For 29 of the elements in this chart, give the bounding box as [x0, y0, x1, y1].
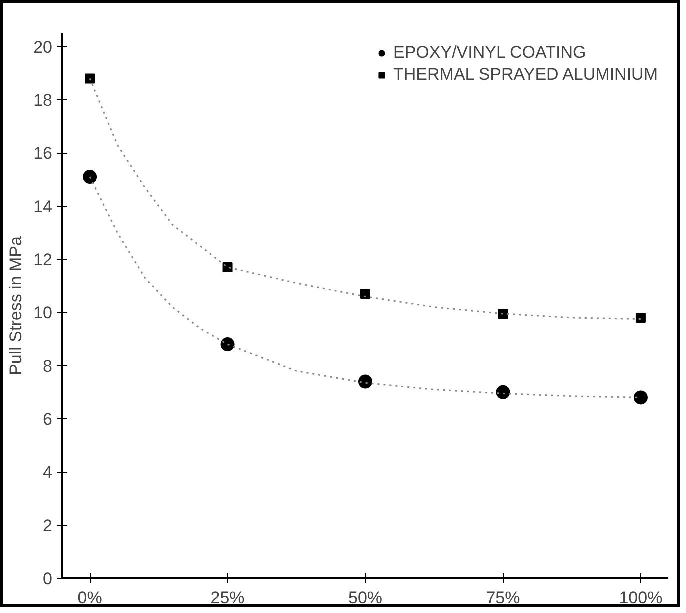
- x-tick-label: 25%: [210, 588, 245, 608]
- x-tick-label: 100%: [619, 588, 663, 608]
- y-tick-label: 8: [43, 356, 53, 376]
- point: [83, 170, 98, 184]
- y-tick-label: 20: [34, 38, 53, 57]
- point: [220, 338, 235, 352]
- y-tick-label: 6: [43, 410, 53, 429]
- y-axis-title: Pull Stress in MPa: [6, 236, 26, 376]
- point: [222, 262, 233, 272]
- point: [496, 385, 510, 400]
- legend-label: THERMAL SPRAYED ALUMINIUM: [394, 65, 658, 85]
- point: [85, 74, 96, 84]
- x-tick-label: 0%: [78, 588, 102, 608]
- point: [360, 289, 370, 300]
- y-tick-label: 12: [34, 250, 53, 270]
- y-tick-label: 14: [34, 197, 53, 216]
- x-tick-label: 75%: [486, 588, 520, 608]
- y-tick-label: 2: [43, 516, 53, 536]
- x-tick-label: 50%: [348, 588, 383, 608]
- y-tick-label: 0: [43, 570, 53, 588]
- y-tick-label: 4: [43, 463, 53, 482]
- legend-label: EPOXY/VINYL COATING: [394, 43, 586, 63]
- point: [498, 308, 508, 319]
- y-tick-label: 18: [34, 90, 53, 110]
- point: [358, 374, 372, 389]
- y-tick-label: 10: [34, 304, 53, 323]
- point: [634, 390, 648, 405]
- point: [636, 312, 646, 323]
- y-tick-label: 16: [34, 144, 53, 164]
